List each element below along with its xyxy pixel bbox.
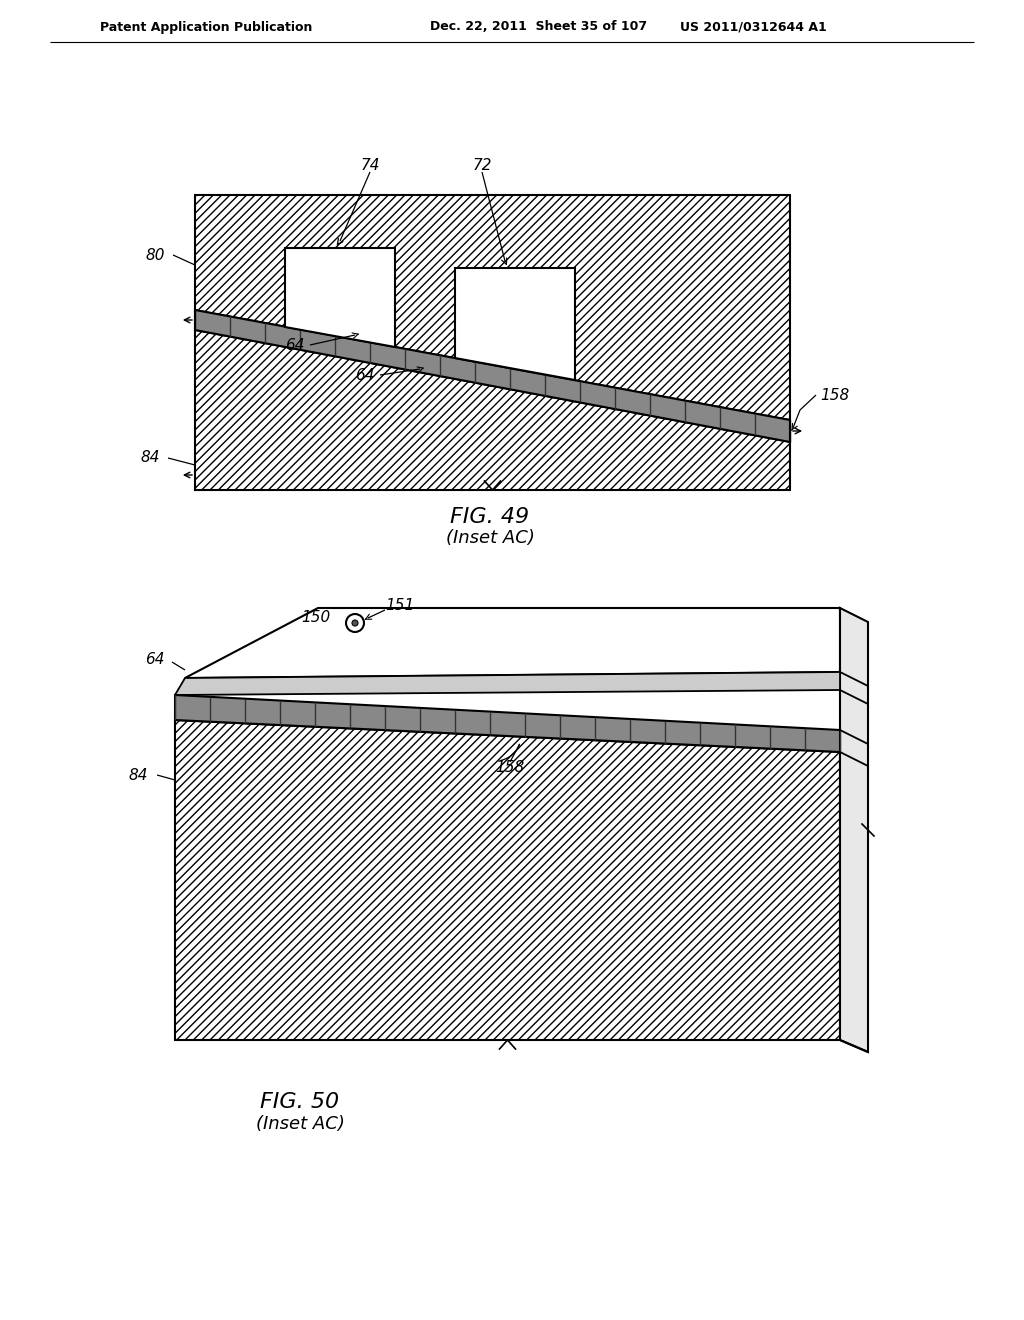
Polygon shape	[175, 672, 840, 696]
Polygon shape	[840, 609, 868, 1052]
Circle shape	[346, 614, 364, 632]
Polygon shape	[195, 310, 790, 442]
Polygon shape	[285, 248, 395, 347]
Text: (Inset AC): (Inset AC)	[445, 529, 535, 546]
Polygon shape	[455, 268, 575, 380]
Polygon shape	[175, 719, 840, 1040]
Text: 84: 84	[140, 450, 160, 466]
Text: 64: 64	[286, 338, 305, 352]
Text: FIG. 50: FIG. 50	[260, 1092, 340, 1111]
Text: 74: 74	[360, 157, 380, 173]
Text: US 2011/0312644 A1: US 2011/0312644 A1	[680, 21, 826, 33]
Polygon shape	[195, 330, 790, 490]
Circle shape	[352, 620, 358, 626]
Polygon shape	[175, 696, 840, 752]
Text: Patent Application Publication: Patent Application Publication	[100, 21, 312, 33]
Text: 64: 64	[145, 652, 165, 668]
Text: 72: 72	[472, 157, 492, 173]
Text: 80: 80	[145, 248, 165, 263]
Text: 150: 150	[301, 610, 330, 624]
Text: 158: 158	[496, 759, 524, 775]
Polygon shape	[195, 195, 790, 420]
Text: 84: 84	[128, 767, 148, 783]
Text: (Inset AC): (Inset AC)	[256, 1115, 344, 1133]
Text: 64: 64	[355, 367, 375, 383]
Text: 158: 158	[820, 388, 849, 403]
Text: FIG. 49: FIG. 49	[451, 507, 529, 527]
Text: 151: 151	[385, 598, 415, 614]
Text: Dec. 22, 2011  Sheet 35 of 107: Dec. 22, 2011 Sheet 35 of 107	[430, 21, 647, 33]
Polygon shape	[185, 609, 840, 678]
